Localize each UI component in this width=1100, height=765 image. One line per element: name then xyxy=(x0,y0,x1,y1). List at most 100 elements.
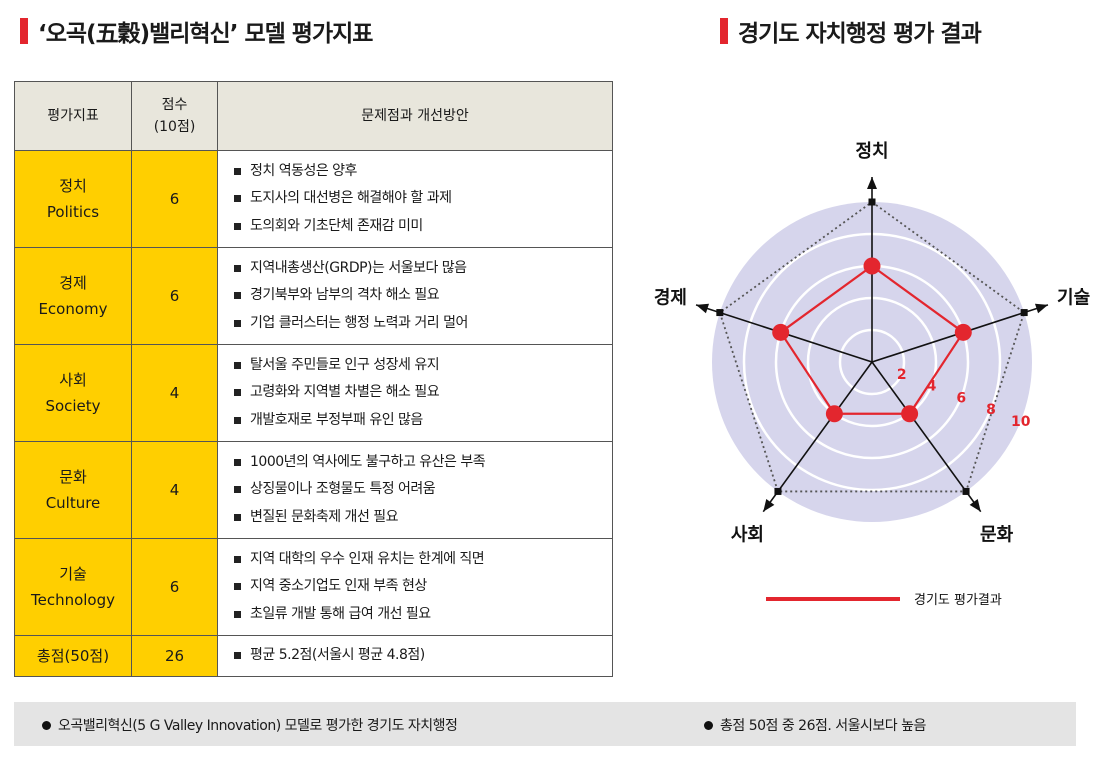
axis-label: 기술 xyxy=(1057,287,1090,308)
issues-cell: 1000년의 역사에도 불구하고 유산은 부족 상징물이나 조형물도 특정 어려… xyxy=(217,441,613,539)
header-score-line1: 점수 xyxy=(161,97,188,113)
footer-note-right: 총점 50점 중 26점. 서울시보다 높음 xyxy=(704,715,926,735)
left-title-text: ‘오곡(五穀)밸리혁신’ 모델 평가지표 xyxy=(38,21,373,47)
issue-item: 도의회와 기초단체 존재감 미미 xyxy=(232,213,612,241)
issue-item: 상징물이나 조형물도 특정 어려움 xyxy=(232,476,612,504)
data-point xyxy=(901,405,919,423)
tick-label: 8 xyxy=(986,402,996,418)
data-point xyxy=(772,323,790,341)
header-indicator: 평가지표 xyxy=(14,81,132,151)
radar-outer-pentagon xyxy=(718,200,1026,493)
radar-axis-line xyxy=(762,361,873,513)
legend-label: 경기도 평가결과 xyxy=(914,593,1002,608)
data-point xyxy=(863,257,881,275)
issue-item: 기업 클러스터는 행정 노력과 거리 멀어 xyxy=(232,310,612,338)
issue-item: 지역내총생산(GRDP)는 서울보다 많음 xyxy=(232,255,612,283)
indicator-ko: 경제 xyxy=(59,274,87,292)
issue-item: 변질된 문화축제 개선 필요 xyxy=(232,504,612,532)
issue-item: 정치 역동성은 양후 xyxy=(232,158,612,186)
score-cell: 4 xyxy=(131,441,218,539)
indicator-en: Technology xyxy=(30,591,116,609)
tick-label: 4 xyxy=(927,379,937,395)
axis-arrow-icon xyxy=(969,499,981,512)
bullet-dot-icon xyxy=(704,720,713,730)
issue-item: 1000년의 역사에도 불구하고 유산은 부족 xyxy=(232,449,612,477)
axis-label: 경제 xyxy=(654,287,687,308)
bullet-dot-icon xyxy=(42,720,51,730)
issues-cell: 지역내총생산(GRDP)는 서울보다 많음 경기북부와 남부의 격차 해소 필요… xyxy=(217,247,613,345)
score-cell: 6 xyxy=(131,150,218,248)
tick-label: 2 xyxy=(897,367,907,383)
axis-arrow-icon xyxy=(763,499,775,512)
indicator-en: Economy xyxy=(38,300,108,318)
right-title: 경기도 자치행정 평가 결과 xyxy=(720,14,982,48)
axis-arrow-icon xyxy=(696,303,710,314)
total-note-cell: 평균 5.2점(서울시 평균 4.8점) xyxy=(217,635,613,677)
table-row: 문화 Culture 4 1000년의 역사에도 불구하고 유산은 부족 상징물… xyxy=(14,441,613,539)
series-polygon xyxy=(779,264,965,415)
score-cell: 6 xyxy=(131,538,218,636)
indicator-en: Culture xyxy=(45,494,101,512)
issues-cell: 탈서울 주민들로 인구 성장세 유지 고령화와 지역별 차별은 해소 필요 개발… xyxy=(217,344,613,442)
axis-marker-square xyxy=(774,487,782,495)
axis-marker-square xyxy=(716,309,724,317)
header-score-line2: (10점) xyxy=(153,119,196,135)
title-marker-icon xyxy=(720,18,728,44)
total-note: 평균 5.2점(서울시 평균 4.8점) xyxy=(232,642,612,670)
tick-label: 6 xyxy=(956,390,966,406)
header-score: 점수 (10점) xyxy=(131,81,218,151)
indicator-ko: 기술 xyxy=(59,565,87,583)
indicator-cell: 정치 Politics xyxy=(14,150,132,248)
axis-arrow-icon xyxy=(867,177,877,189)
footer-bar: 오곡밸리혁신(5 G Valley Innovation) 모델로 평가한 경기… xyxy=(14,702,1076,746)
issue-item: 초일류 개발 통해 급여 개선 필요 xyxy=(232,601,612,629)
footer-note-left: 오곡밸리혁신(5 G Valley Innovation) 모델로 평가한 경기… xyxy=(42,715,458,735)
indicator-cell: 사회 Society xyxy=(14,344,132,442)
axis-label: 문화 xyxy=(980,525,1014,546)
axis-marker-square xyxy=(868,198,876,206)
issues-cell: 정치 역동성은 양후 도지사의 대선병은 해결해야 할 과제 도의회와 기초단체… xyxy=(217,150,613,248)
footer-left-text: 오곡밸리혁신(5 G Valley Innovation) 모델로 평가한 경기… xyxy=(58,718,458,734)
issue-item: 경기북부와 남부의 격차 해소 필요 xyxy=(232,282,612,310)
indicator-cell: 기술 Technology xyxy=(14,538,132,636)
axis-arrow-icon xyxy=(1034,303,1048,314)
indicator-cell: 문화 Culture xyxy=(14,441,132,539)
indicator-en: Society xyxy=(45,397,101,415)
total-score: 26 xyxy=(131,635,218,677)
data-point xyxy=(954,323,972,341)
issue-item: 개발호재로 부정부패 유인 많음 xyxy=(232,407,612,435)
tick-label: 10 xyxy=(1011,414,1031,430)
issue-item: 지역 대학의 우수 인재 유치는 한계에 직면 xyxy=(232,546,612,574)
indicator-ko: 문화 xyxy=(59,468,87,486)
axis-marker-square xyxy=(1020,309,1028,317)
issue-item: 탈서울 주민들로 인구 성장세 유지 xyxy=(232,352,612,380)
left-title: ‘오곡(五穀)밸리혁신’ 모델 평가지표 xyxy=(20,14,373,48)
table-row: 정치 Politics 6 정치 역동성은 양후 도지사의 대선병은 해결해야 … xyxy=(14,150,613,248)
table-row: 경제 Economy 6 지역내총생산(GRDP)는 서울보다 많음 경기북부와… xyxy=(14,247,613,345)
indicator-ko: 사회 xyxy=(59,371,87,389)
table-header-row: 평가지표 점수 (10점) 문제점과 개선방안 xyxy=(14,81,613,151)
header-issues: 문제점과 개선방안 xyxy=(217,81,613,151)
score-cell: 6 xyxy=(131,247,218,345)
issue-item: 도지사의 대선병은 해결해야 할 과제 xyxy=(232,185,612,213)
issue-item: 지역 중소기업도 인재 부족 현상 xyxy=(232,573,612,601)
evaluation-table: 평가지표 점수 (10점) 문제점과 개선방안 정치 Politics 6 정치… xyxy=(14,81,613,677)
indicator-en: Politics xyxy=(46,203,100,221)
indicator-cell: 경제 Economy xyxy=(14,247,132,345)
data-point xyxy=(825,405,843,423)
score-cell: 4 xyxy=(131,344,218,442)
axis-marker-square xyxy=(962,487,970,495)
axis-label: 사회 xyxy=(731,525,764,546)
table-row: 사회 Society 4 탈서울 주민들로 인구 성장세 유지 고령화와 지역별… xyxy=(14,344,613,442)
total-row: 총점(50점) 26 평균 5.2점(서울시 평균 4.8점) xyxy=(14,635,613,677)
table-row: 기술 Technology 6 지역 대학의 우수 인재 유치는 한계에 직면 … xyxy=(14,538,613,636)
total-label: 총점(50점) xyxy=(14,635,132,677)
right-title-text: 경기도 자치행정 평가 결과 xyxy=(738,21,982,47)
axis-label: 정치 xyxy=(855,141,888,162)
radar-axis-line xyxy=(871,361,982,513)
title-marker-icon xyxy=(20,18,28,44)
indicator-ko: 정치 xyxy=(59,177,87,195)
issues-cell: 지역 대학의 우수 인재 유치는 한계에 직면 지역 중소기업도 인재 부족 현… xyxy=(217,538,613,636)
footer-right-text: 총점 50점 중 26점. 서울시보다 높음 xyxy=(720,718,926,734)
